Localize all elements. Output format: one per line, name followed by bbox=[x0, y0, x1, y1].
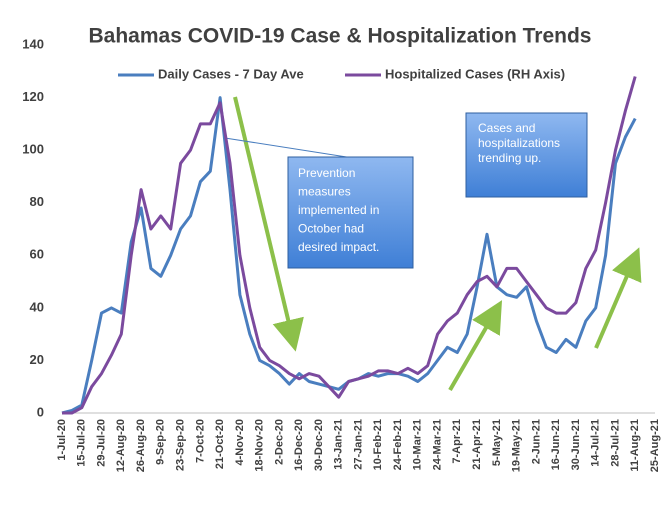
x-tick-label: 12-Aug-20 bbox=[115, 419, 127, 472]
x-tick-label: 7-Apr-21 bbox=[451, 419, 463, 464]
x-tick-label: 16-Dec-20 bbox=[293, 419, 305, 471]
y-tick-label: 0 bbox=[37, 404, 44, 419]
x-tick-label: 18-Nov-20 bbox=[254, 419, 266, 472]
annotation-text: implemented in bbox=[298, 203, 379, 217]
x-tick-label: 2-Dec-20 bbox=[273, 419, 285, 465]
x-tick-label: 10-Feb-21 bbox=[372, 419, 384, 470]
y-tick-label: 20 bbox=[30, 352, 44, 367]
arrow bbox=[594, 247, 642, 349]
x-tick-label: 24-Mar-21 bbox=[431, 419, 443, 470]
x-tick-label: 10-Mar-21 bbox=[412, 419, 424, 470]
x-tick-label: 30-Jun-21 bbox=[570, 419, 582, 470]
x-tick-label: 4-Nov-20 bbox=[234, 419, 246, 465]
annotation-text: measures bbox=[298, 185, 351, 199]
y-tick-label: 120 bbox=[22, 89, 44, 104]
arrow bbox=[233, 96, 304, 352]
x-tick-label: 23-Sep-20 bbox=[175, 419, 187, 471]
x-tick-label: 5-May-21 bbox=[491, 419, 503, 466]
annotation-box bbox=[287, 156, 414, 269]
x-tick-label: 15-Jul-20 bbox=[76, 419, 88, 467]
x-tick-label: 13-Jan-21 bbox=[333, 419, 345, 470]
x-tick-label: 26-Aug-20 bbox=[135, 419, 147, 472]
arrow bbox=[448, 300, 503, 392]
x-tick-label: 21-Apr-21 bbox=[471, 419, 483, 470]
legend-label: Hospitalized Cases (RH Axis) bbox=[385, 66, 565, 81]
y-tick-label: 40 bbox=[30, 299, 44, 314]
x-tick-label: 9-Sep-20 bbox=[155, 419, 167, 465]
y-tick-label: 60 bbox=[30, 247, 44, 262]
x-tick-label: 30-Dec-20 bbox=[313, 419, 325, 471]
x-tick-label: 27-Jan-21 bbox=[352, 419, 364, 470]
legend-label: Daily Cases - 7 Day Ave bbox=[158, 66, 304, 81]
x-tick-label: 28-Jul-21 bbox=[609, 419, 621, 467]
x-tick-label: 7-Oct-20 bbox=[194, 419, 206, 463]
x-tick-label: 14-Jul-21 bbox=[590, 419, 602, 467]
annotation-box bbox=[465, 112, 588, 198]
y-tick-label: 140 bbox=[22, 36, 44, 51]
x-tick-label: 24-Feb-21 bbox=[392, 419, 404, 470]
x-tick-label: 16-Jun-21 bbox=[550, 419, 562, 470]
chart-title: Bahamas COVID-19 Case & Hospitalization … bbox=[89, 25, 592, 48]
y-tick-label: 100 bbox=[22, 142, 44, 157]
x-tick-label: 25-Aug-21 bbox=[649, 419, 661, 472]
x-tick-label: 11-Aug-21 bbox=[629, 419, 641, 472]
y-tick-label: 80 bbox=[30, 194, 44, 209]
annotation-text: hospitalizations bbox=[478, 136, 560, 150]
annotation-text: Cases and bbox=[478, 121, 535, 135]
legend: Daily Cases - 7 Day Ave Hospitalized Case… bbox=[118, 66, 565, 81]
x-tick-label: 29-Jul-20 bbox=[95, 419, 107, 467]
x-tick-label: 19-May-21 bbox=[511, 419, 523, 472]
x-tick-label: 2-Jun-21 bbox=[530, 419, 542, 464]
x-tick-label: 21-Oct-20 bbox=[214, 419, 226, 469]
x-tick-label: 1-Jul-20 bbox=[56, 419, 68, 461]
annotation-text: trending up. bbox=[478, 151, 541, 165]
annotation-text: October had bbox=[298, 222, 364, 236]
annotation-text: Prevention bbox=[298, 166, 355, 180]
callout-line bbox=[224, 137, 354, 159]
annotation-text: desired impact. bbox=[298, 240, 379, 254]
series-line bbox=[62, 76, 637, 415]
